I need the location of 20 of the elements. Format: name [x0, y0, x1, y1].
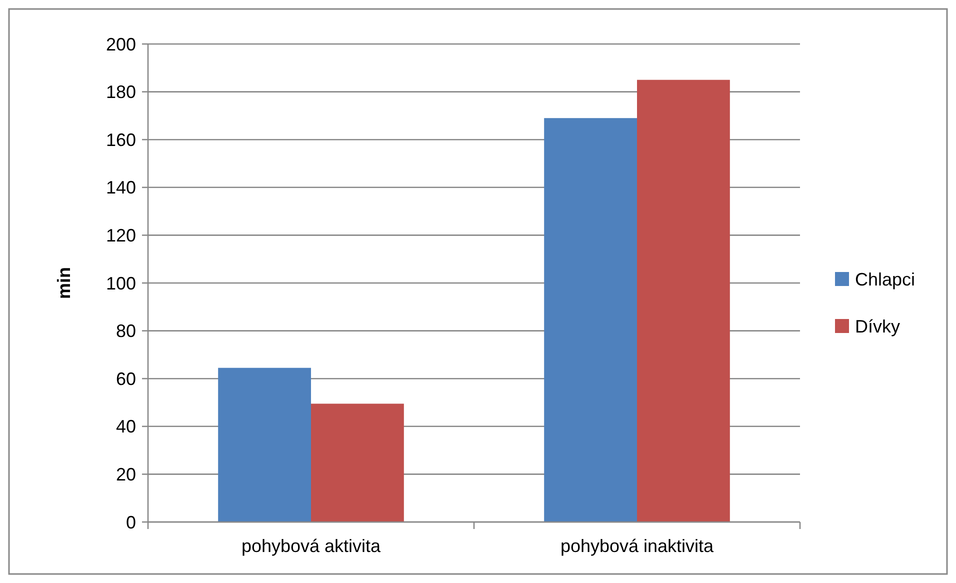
- y-tick-label: 140: [106, 178, 136, 198]
- y-tick-label: 60: [116, 368, 136, 389]
- bar: [311, 404, 404, 522]
- legend-label: Chlapci: [855, 269, 916, 290]
- legend-label: Dívky: [855, 316, 900, 336]
- y-tick-label: 100: [106, 273, 136, 294]
- y-tick-label: 0: [126, 512, 136, 532]
- x-tick-label: pohybová aktivita: [241, 536, 382, 556]
- y-tick-label: 200: [106, 34, 136, 54]
- y-tick-label: 80: [116, 321, 136, 342]
- bar: [544, 118, 637, 522]
- y-tick-label: 180: [106, 82, 136, 102]
- y-tick-label: 40: [116, 416, 136, 437]
- y-axis-title: min: [54, 266, 74, 300]
- bar: [637, 80, 730, 522]
- y-tick-label: 160: [106, 130, 136, 150]
- bar: [218, 368, 311, 522]
- y-tick-label: 120: [106, 226, 136, 246]
- y-tick-label: 20: [116, 464, 136, 484]
- x-tick-label: pohybová inaktivita: [560, 536, 715, 556]
